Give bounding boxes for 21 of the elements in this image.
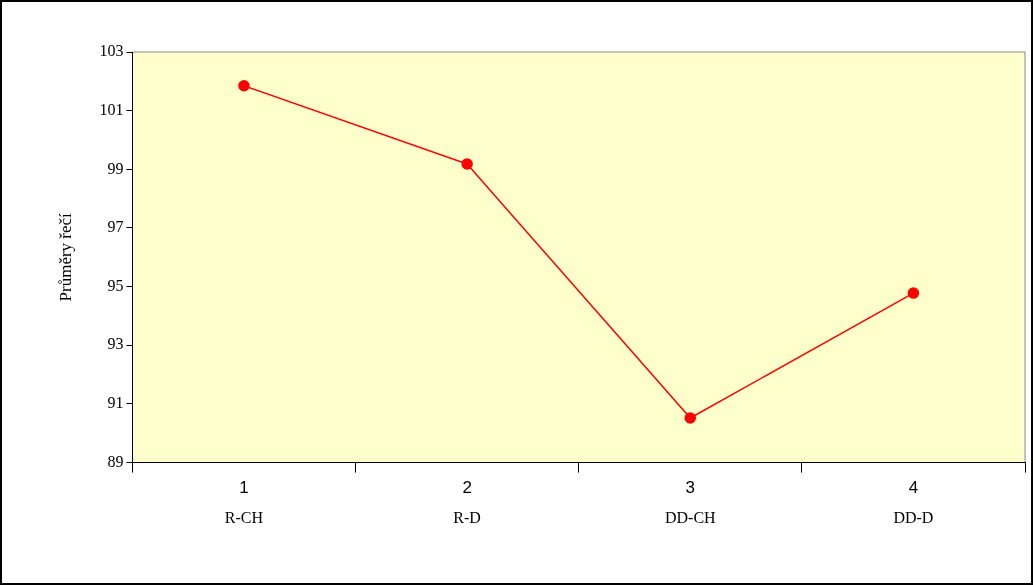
x-tick-label: 3 bbox=[685, 478, 696, 498]
text: R-D bbox=[453, 508, 481, 526]
y-tick-label: 95 bbox=[107, 276, 124, 294]
y-axis-title: Průměry řečí bbox=[55, 212, 75, 302]
point bbox=[461, 158, 473, 170]
text: R-CH bbox=[224, 508, 264, 526]
y-tick-label: 103 bbox=[99, 42, 124, 60]
y-tick-label: 91 bbox=[107, 394, 124, 412]
x-tick-label: 4 bbox=[908, 478, 919, 498]
point bbox=[238, 79, 250, 92]
y-tick-label: 99 bbox=[107, 159, 124, 177]
y-tick-label: 101 bbox=[99, 100, 124, 118]
text: DD-CH bbox=[664, 508, 717, 526]
y-tick-label: 93 bbox=[107, 335, 124, 353]
point bbox=[907, 287, 920, 299]
y-tick-label: 89 bbox=[107, 452, 124, 470]
x-tick-label: 2 bbox=[462, 478, 472, 498]
point bbox=[684, 412, 697, 424]
text: DD-D bbox=[893, 508, 934, 526]
y-tick-label: 97 bbox=[107, 218, 124, 236]
x-tick-label: 1 bbox=[239, 478, 249, 498]
